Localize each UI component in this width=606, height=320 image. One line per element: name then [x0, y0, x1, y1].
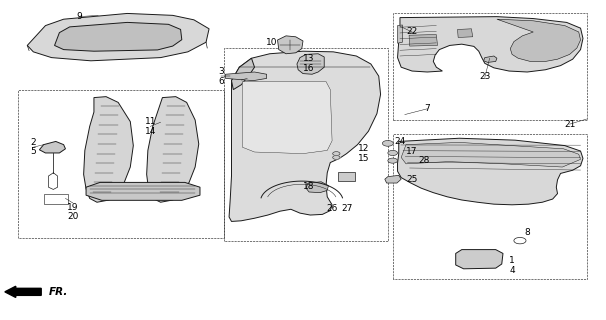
Text: 9: 9 [76, 12, 82, 21]
Text: 8: 8 [524, 228, 530, 237]
Polygon shape [458, 29, 473, 37]
Text: 3: 3 [218, 67, 224, 76]
Text: 4: 4 [509, 266, 515, 275]
Text: 25: 25 [407, 175, 418, 184]
Text: 20: 20 [67, 212, 78, 221]
Circle shape [333, 152, 340, 156]
Polygon shape [385, 175, 401, 183]
Polygon shape [456, 250, 503, 269]
FancyArrow shape [5, 286, 41, 298]
Polygon shape [401, 142, 581, 167]
Polygon shape [84, 97, 133, 202]
Polygon shape [297, 54, 324, 74]
Text: 6: 6 [218, 77, 224, 86]
Text: 14: 14 [145, 127, 156, 136]
Polygon shape [484, 56, 497, 62]
Text: 23: 23 [479, 72, 490, 81]
Polygon shape [398, 138, 583, 205]
Polygon shape [86, 182, 200, 200]
Text: 19: 19 [67, 203, 78, 212]
Polygon shape [278, 36, 303, 54]
Polygon shape [27, 13, 209, 61]
Text: 21: 21 [564, 120, 575, 129]
Text: 1: 1 [509, 256, 515, 265]
Polygon shape [409, 35, 438, 46]
Polygon shape [225, 72, 267, 81]
Polygon shape [231, 58, 255, 90]
Text: 18: 18 [304, 182, 315, 191]
Text: 7: 7 [424, 104, 430, 113]
Text: 27: 27 [341, 204, 352, 213]
Polygon shape [229, 51, 381, 221]
Polygon shape [147, 97, 199, 202]
Text: 16: 16 [304, 64, 315, 73]
Text: 26: 26 [327, 204, 338, 213]
Text: 24: 24 [395, 137, 405, 146]
Text: 11: 11 [145, 117, 156, 126]
Text: FR.: FR. [48, 287, 68, 297]
Text: 28: 28 [419, 156, 430, 165]
Text: 17: 17 [407, 147, 418, 156]
Circle shape [382, 140, 393, 146]
Circle shape [388, 158, 398, 163]
Polygon shape [398, 17, 583, 72]
Text: 12: 12 [358, 144, 369, 153]
Polygon shape [497, 19, 581, 61]
Polygon shape [39, 141, 65, 153]
Text: 2: 2 [30, 138, 36, 147]
Polygon shape [398, 25, 402, 43]
Text: 5: 5 [30, 148, 36, 156]
Text: 15: 15 [358, 154, 369, 163]
Polygon shape [55, 22, 182, 51]
Circle shape [333, 156, 340, 159]
Polygon shape [338, 172, 355, 181]
Polygon shape [242, 82, 332, 154]
Polygon shape [306, 182, 328, 193]
Text: 13: 13 [304, 54, 315, 63]
Circle shape [388, 150, 398, 156]
Text: 10: 10 [266, 38, 277, 47]
Text: 22: 22 [407, 28, 418, 36]
